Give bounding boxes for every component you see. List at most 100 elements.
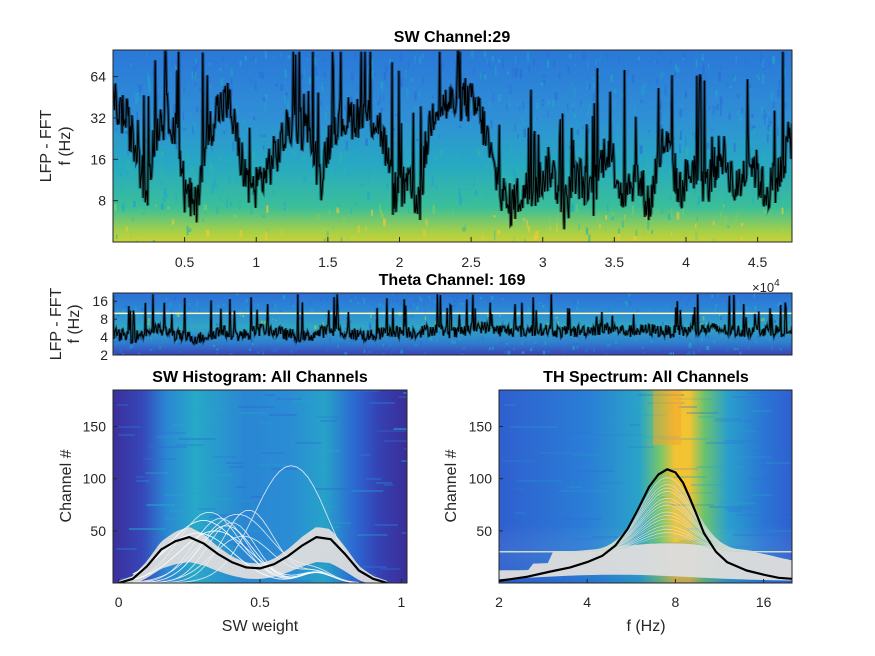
theta-spectrogram-texture-cell <box>292 340 296 342</box>
theta-spectrogram-texture-cell <box>747 337 750 340</box>
theta-spectrogram-texture-cell <box>382 352 385 355</box>
theta-spectrogram-texture-cell <box>146 322 150 325</box>
sw-spectrogram-texture-cell <box>611 212 614 218</box>
sw-spectrogram-texture-cell <box>778 195 781 200</box>
sw-spectrogram-texture-cell <box>678 150 680 154</box>
theta-spectrogram-trace <box>113 294 792 347</box>
sw-spectrogram-texture-cell <box>413 171 417 178</box>
sw-spectrogram-texture-cell <box>483 74 487 80</box>
sw-spectrogram-texture-cell <box>407 62 410 69</box>
sw-spectrogram-texture-cell <box>683 52 687 58</box>
theta-spectrogram-texture-cell <box>606 348 609 351</box>
sw-spectrogram-texture-cell <box>699 133 701 141</box>
sw-spectrogram-texture-cell <box>456 155 459 163</box>
sw-spectrogram-texture-cell <box>724 216 727 225</box>
sw-spectrogram-texture-cell <box>280 83 284 91</box>
sw-spectrogram-texture-cell <box>656 163 660 170</box>
theta-spectrogram-texture-cell <box>382 323 385 328</box>
theta-spectrogram-texture-cell <box>608 309 610 311</box>
sw-spectrogram-texture-cell <box>640 99 643 104</box>
sw-spectrogram-texture-cell <box>751 113 754 118</box>
th-spectrum-texture-row <box>735 430 757 432</box>
sw-spectrogram-texture-cell <box>512 236 516 242</box>
sw-spectrogram-texture-cell <box>582 126 585 130</box>
sw-spectrogram-texture-cell <box>535 102 539 109</box>
theta-spectrogram-texture-cell <box>138 352 140 355</box>
th-spectrum-title: TH Spectrum: All Channels <box>543 369 749 386</box>
sw-spectrogram-texture-cell <box>233 187 235 192</box>
sw-spectrogram-texture-cell <box>425 219 428 226</box>
theta-spectrogram-texture-cell <box>122 353 124 355</box>
theta-spectrogram-texture-cell <box>760 318 764 322</box>
theta-spectrogram-texture-cell <box>325 312 328 317</box>
sw-spectrogram-texture-cell <box>332 225 335 231</box>
sw-spectrogram-texture-cell <box>683 234 685 240</box>
sw-histogram-texture-row <box>135 476 144 478</box>
sw-spectrogram-texture-cell <box>626 70 629 74</box>
sw-spectrogram-texture-cell <box>509 97 511 108</box>
sw-spectrogram-texture-cell <box>606 203 609 212</box>
sw-spectrogram-texture-cell <box>646 158 649 166</box>
sw-spectrogram-texture-cell <box>486 58 488 65</box>
sw-spectrogram-texture-cell <box>385 66 388 73</box>
sw-spectrogram-texture-cell <box>137 92 139 102</box>
sw-spectrogram-texture-cell <box>447 227 449 231</box>
sw-spectrogram-texture-cell <box>736 93 740 99</box>
sw-histogram-texture-row <box>205 474 234 476</box>
sw-spectrogram-texture-cell <box>572 130 575 134</box>
theta-spectrogram-texture-cell <box>776 294 778 299</box>
sw-spectrogram-texture-cell <box>606 52 609 59</box>
theta-spectrogram-texture-cell <box>786 312 788 317</box>
th-spectrum-x-tick-label: 2 <box>495 594 503 610</box>
th-spectrum-texture-row <box>718 502 758 504</box>
sw-spectrogram-axes-box <box>112 49 793 243</box>
sw-spectrogram-texture-cell <box>255 58 257 64</box>
sw-spectrogram-texture-cell <box>147 77 151 87</box>
sw-spectrogram-texture-cell <box>199 87 202 92</box>
theta-spectrogram-texture-cell <box>303 345 305 348</box>
theta-spectrogram-texture-cell <box>451 340 454 344</box>
theta-spectrogram-texture-cell <box>164 298 168 300</box>
theta-spectrogram-texture-cell <box>712 325 714 329</box>
sw-spectrogram-texture-cell <box>478 106 481 113</box>
theta-spectrogram-texture-cell <box>757 327 760 331</box>
sw-spectrogram-texture-cell <box>765 167 769 172</box>
sw-spectrogram-texture-cell <box>255 127 258 134</box>
sw-spectrogram-texture-cell <box>772 101 775 109</box>
sw-spectrogram-texture-cell <box>588 73 590 81</box>
sw-spectrogram-texture-cell <box>334 180 337 190</box>
theta-spectrogram-texture-cell <box>481 337 484 340</box>
sw-spectrogram-texture-cell <box>368 60 371 65</box>
sw-histogram-y-ticks: 50 100 150 <box>83 419 117 539</box>
theta-spectrogram-texture-cell <box>456 295 459 299</box>
sw-spectrogram-texture-cell <box>744 58 747 67</box>
theta-spectrogram-texture-cell <box>555 316 558 319</box>
theta-spectrogram-texture-cell <box>424 351 427 355</box>
sw-spectrogram-texture-cell <box>171 60 173 66</box>
theta-spectrogram-texture-cell <box>487 312 491 317</box>
sw-histogram-y-tick-label: 150 <box>83 419 107 435</box>
sw-spectrogram-texture-cell <box>588 128 590 134</box>
theta-spectrogram-texture-cell <box>537 318 540 322</box>
sw-spectrogram-texture-cell <box>145 139 148 143</box>
sw-spectrogram-texture-cell <box>741 107 744 113</box>
sw-spectrogram-texture-cell <box>225 158 229 163</box>
th-spectrum-texture-row <box>662 468 698 470</box>
sw-spectrogram-texture-cell <box>678 197 681 207</box>
sw-spectrogram-texture-cell <box>262 97 266 101</box>
th-spectrum-channel-band <box>499 543 792 581</box>
theta-spectrogram-texture-cell <box>122 309 125 313</box>
theta-spectrogram-texture-cell <box>363 349 366 354</box>
sw-spectrogram-texture-cell <box>669 158 672 163</box>
sw-spectrogram-texture-cell <box>191 71 194 79</box>
sw-spectrogram-texture-cell <box>222 91 224 97</box>
theta-spectrogram-texture-cell <box>499 314 501 317</box>
theta-spectrogram-texture-cell <box>213 331 215 336</box>
theta-spectrogram-texture-cell <box>688 343 692 349</box>
sw-histogram-texture-row <box>229 466 245 468</box>
sw-spectrogram-texture-cell <box>547 100 551 106</box>
sw-histogram-texture-row <box>302 576 312 578</box>
sw-spectrogram-texture-cell <box>528 65 530 73</box>
sw-spectrogram-texture-cell <box>321 58 324 62</box>
